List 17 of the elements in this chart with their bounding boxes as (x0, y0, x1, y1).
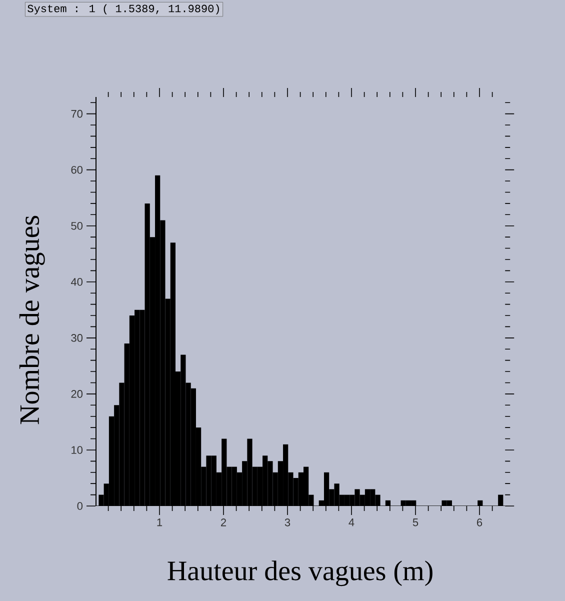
x-tick-label: 3 (284, 518, 290, 526)
x-tick-label: 2 (220, 518, 226, 526)
y-tick-label: 30 (71, 334, 83, 342)
y-tick-label: 20 (71, 390, 83, 398)
x-tick-label: 5 (412, 518, 418, 526)
y-tick-label: 70 (71, 110, 83, 118)
x-tick-label: 1 (157, 518, 162, 526)
y-tick-label: 0 (77, 502, 83, 510)
y-tick-label: 10 (72, 446, 83, 454)
x-tick-label: 4 (348, 518, 354, 526)
x-axis-title: Hauteur des vagues (m) (168, 560, 432, 586)
y-tick-label: 60 (71, 166, 83, 174)
x-tick-label: 6 (477, 518, 482, 526)
y-axis-title: Nombre de vagues (19, 216, 45, 424)
y-tick-label: 50 (71, 222, 83, 230)
text: System : 1 ( 1.5389, 11.9890) (28, 4, 219, 14)
y-tick-label: 40 (70, 278, 83, 286)
